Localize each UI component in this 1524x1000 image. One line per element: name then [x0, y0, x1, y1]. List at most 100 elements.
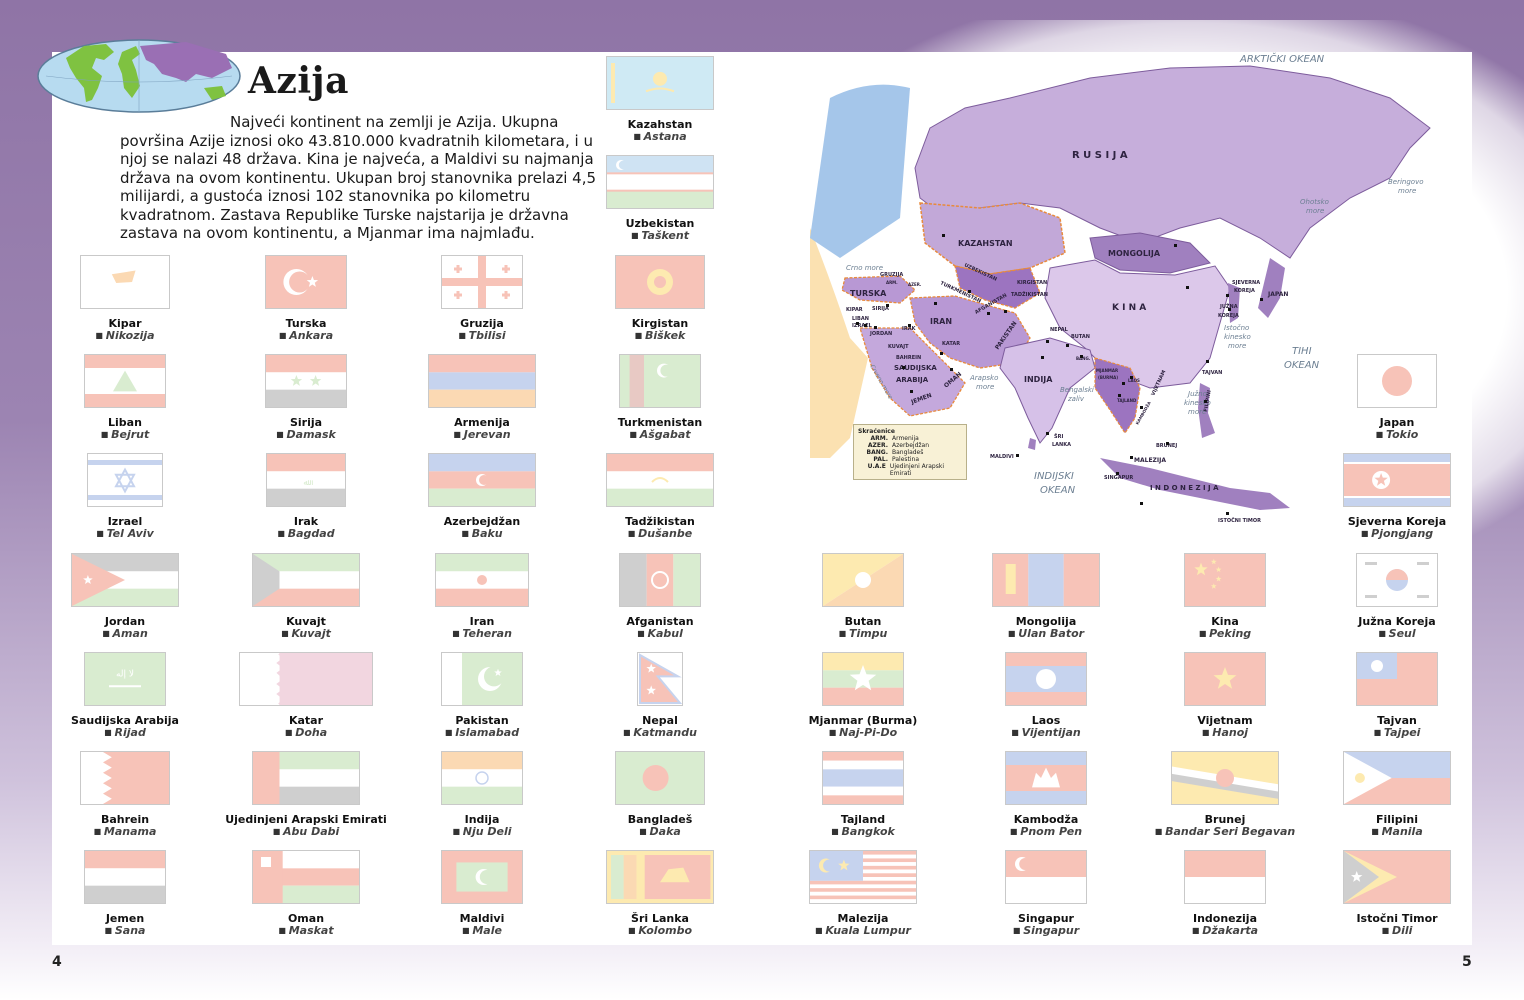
flag-frame: [946, 652, 1146, 706]
map-label-j-koreja-2: KOREJA: [1218, 313, 1239, 319]
map-label-arctic: ARKTIČKI OKEAN: [1239, 52, 1325, 65]
flag-frame: [206, 354, 406, 408]
map-label-sri-lanka-1: ŠRI: [1054, 433, 1063, 440]
flag-frame: [25, 354, 225, 408]
flag-card-mjanmar: Mjanmar (Burma)Naj-Pi-Do: [763, 652, 963, 739]
flag-image: [809, 850, 917, 904]
capital-name: Sana: [25, 925, 225, 937]
page-title: Azija: [248, 60, 349, 102]
capital-name: Taškent: [560, 230, 760, 242]
flag-frame: [560, 56, 760, 110]
map-label-indian-2: OKEAN: [1040, 485, 1076, 496]
country-name: Turska: [285, 317, 327, 330]
capital-name: Rijad: [25, 727, 225, 739]
legend-row: BANG. Bangladeš: [866, 449, 924, 456]
capital-name: Bejrut: [25, 429, 225, 441]
flag-frame: [763, 652, 963, 706]
map-label-filipini: FILIPINI: [1203, 390, 1213, 413]
flag-image: [428, 354, 536, 408]
flag-card-uae: Ujedinjeni Arapski EmiratiAbu Dabi: [206, 751, 406, 838]
map-label-arm: ARM.: [886, 280, 898, 285]
capital-name: Maskat: [206, 925, 406, 937]
flag-image: [239, 652, 373, 706]
country-name: Kuvajt: [286, 615, 326, 628]
flag-image: [1171, 751, 1279, 805]
capital-name: Kuvajt: [206, 628, 406, 640]
flag-image: [428, 453, 536, 507]
country-name: Azerbejdžan: [443, 515, 521, 528]
country-name: Ujedinjeni Arapski Emirati: [225, 813, 387, 826]
flag-frame: [763, 850, 963, 904]
flag-card-laos: LaosVijentijan: [946, 652, 1146, 739]
flag-image: [265, 255, 347, 309]
flag-card-istocni-timor: Istočni TimorDili: [1297, 850, 1497, 937]
globe-illustration: [37, 39, 241, 113]
map-label-black-sea: Crno more: [846, 264, 883, 272]
flag-image: ﷲ: [266, 453, 346, 507]
flag-card-kazahstan: KazahstanAstana: [560, 56, 760, 143]
map-label-kipar: KIPAR: [846, 307, 863, 313]
country-name: Uzbekistan: [625, 217, 695, 230]
map-label-singapur: SINGAPUR: [1104, 475, 1133, 481]
flag-image: [80, 255, 170, 309]
map-label-izrael: IZRAEL: [852, 323, 873, 329]
flag-image: [615, 751, 705, 805]
flag-frame: [946, 850, 1146, 904]
capital-name: Nju Deli: [382, 826, 582, 838]
flag-image: [441, 652, 523, 706]
country-name: Sjeverna Koreja: [1347, 515, 1447, 528]
capital-name: Daka: [560, 826, 760, 838]
capital-name: Baku: [382, 528, 582, 540]
flag-card-armenija: ArmenijaJerevan: [382, 354, 582, 441]
capital-name: Damask: [206, 429, 406, 441]
flag-frame: ﷲ: [206, 453, 406, 507]
flag-frame: [560, 850, 760, 904]
flag-card-indija: IndijaNju Deli: [382, 751, 582, 838]
country-name: Saudijska Arabija: [71, 714, 179, 727]
country-name: Južna Koreja: [1358, 615, 1436, 628]
map-label-azer: AZER.: [908, 282, 922, 287]
country-name: Šri Lanka: [631, 912, 689, 925]
map-label-south-china-3: more: [1188, 408, 1206, 416]
flag-frame: [25, 255, 225, 309]
flag-card-kina: KinaPeking: [1125, 553, 1325, 640]
flag-image: [822, 553, 904, 607]
flag-frame: [560, 652, 760, 706]
flag-image: [606, 453, 714, 507]
capital-name: Peking: [1125, 628, 1325, 640]
capital-name: Pjongjang: [1297, 528, 1497, 540]
flag-frame: [560, 354, 760, 408]
map-label-saudijska-1: SAUDIJSKA: [894, 364, 937, 372]
flag-image: [822, 652, 904, 706]
flag-card-butan: ButanTimpu: [763, 553, 963, 640]
flag-image: [252, 751, 360, 805]
page-number-right: 5: [1462, 954, 1472, 970]
flag-frame: [382, 652, 582, 706]
flag-image: [84, 850, 166, 904]
flag-frame: [560, 553, 760, 607]
flag-frame: [560, 453, 760, 507]
flag-frame: [382, 850, 582, 904]
map-label-sj-koreja-1: SJEVERNA: [1232, 280, 1260, 286]
flag-card-jordan: JordanAman: [25, 553, 225, 640]
legend-title: Skraćenice: [858, 428, 895, 435]
map-label-indonezija: I N D O N E Z I J A: [1150, 484, 1219, 492]
country-name: Turkmenistan: [617, 416, 703, 429]
map-label-indija: INDIJA: [1024, 375, 1053, 384]
capital-name: Dušanbe: [560, 528, 760, 540]
flag-frame: [1125, 652, 1325, 706]
flag-image: [1005, 751, 1087, 805]
capital-name: Bangkok: [763, 826, 963, 838]
capital-name: Pnom Pen: [946, 826, 1146, 838]
map-label-indian-1: INDIJSKI: [1034, 471, 1074, 482]
flag-card-afganistan: AfganistanKabul: [560, 553, 760, 640]
flag-frame: [206, 652, 406, 706]
country-name: Katar: [288, 714, 324, 727]
capital-name: Ulan Bator: [946, 628, 1146, 640]
flag-frame: [382, 255, 582, 309]
map-label-sj-koreja-2: KOREJA: [1234, 288, 1255, 294]
country-name: Indija: [464, 813, 500, 826]
country-name: Malezija: [837, 912, 889, 925]
flag-card-liban: LibanBejrut: [25, 354, 225, 441]
capital-name: Kabul: [560, 628, 760, 640]
